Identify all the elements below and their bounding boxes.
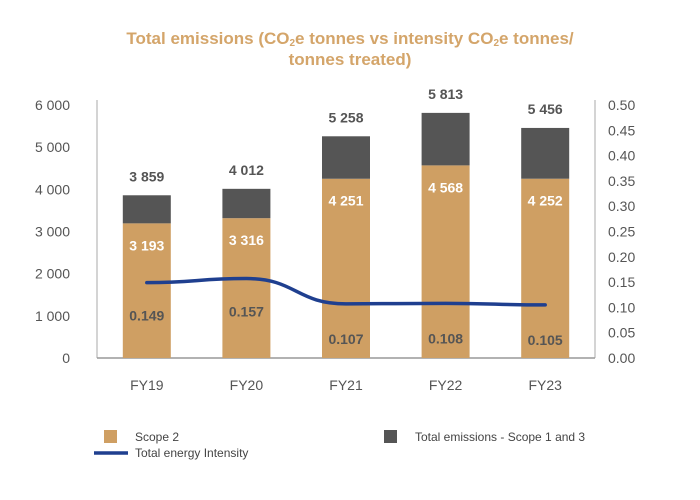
chart-title: Total emissions (CO2e tonnes vs intensit…	[0, 28, 700, 70]
intensity-data-label: 0.149	[129, 308, 164, 324]
right-tick-label: 0.35	[608, 173, 635, 189]
right-tick-label: 0.05	[608, 325, 635, 341]
bar-scope-2	[222, 218, 271, 358]
right-tick-label: 0.45	[608, 122, 635, 138]
right-tick-label: 0.00	[608, 350, 635, 366]
scope-2-data-label: 4 568	[428, 179, 463, 195]
right-tick-label: 0.10	[608, 299, 635, 315]
total-data-label: 3 859	[129, 168, 164, 184]
scope-2-data-label: 3 316	[229, 232, 264, 248]
intensity-data-label: 0.107	[328, 331, 363, 347]
legend-swatch-scope-1-and-3	[384, 430, 397, 443]
legend-swatch-scope-2	[104, 430, 117, 443]
bar-scope-1-and-3	[122, 195, 171, 224]
x-tick-label: FY23	[528, 377, 562, 393]
bar-scope-1-and-3	[322, 136, 370, 179]
left-tick-label: 1 000	[35, 308, 70, 324]
right-tick-label: 0.50	[608, 97, 635, 113]
legend-label-intensity: Total energy Intensity	[135, 446, 248, 460]
intensity-data-label: 0.108	[428, 330, 463, 346]
right-tick-label: 0.25	[608, 224, 635, 240]
bar-scope-2	[322, 178, 370, 358]
left-tick-label: 6 000	[35, 97, 70, 113]
bar-scope-2	[521, 178, 570, 358]
scope-2-data-label: 4 251	[328, 193, 363, 209]
left-tick-label: 0	[62, 350, 70, 366]
x-tick-label: FY19	[130, 377, 164, 393]
right-tick-label: 0.40	[608, 148, 635, 164]
bar-scope-1-and-3	[521, 127, 570, 179]
bar-scope-1-and-3	[222, 188, 271, 219]
total-data-label: 4 012	[229, 162, 264, 178]
intensity-data-label: 0.157	[229, 304, 264, 320]
right-tick-label: 0.20	[608, 249, 635, 265]
left-tick-label: 3 000	[35, 224, 70, 240]
scope-2-data-label: 3 193	[129, 237, 164, 253]
x-tick-label: FY22	[429, 377, 463, 393]
x-tick-label: FY21	[329, 377, 363, 393]
legend-label-scope-1-and-3: Total emissions - Scope 1 and 3	[415, 430, 585, 444]
scope-2-data-label: 4 252	[528, 193, 563, 209]
title-part: 2	[289, 38, 296, 49]
total-data-label: 5 813	[428, 86, 463, 102]
title-part: Total emissions (CO	[126, 29, 290, 48]
title-part: tonnes treated)	[288, 50, 412, 69]
bar-scope-2	[122, 223, 171, 358]
left-tick-label: 4 000	[35, 181, 70, 197]
left-tick-label: 5 000	[35, 139, 70, 155]
legend-label-scope-2: Scope 2	[135, 430, 179, 444]
bar-scope-2	[421, 165, 470, 358]
x-tick-label: FY20	[230, 377, 264, 393]
left-tick-label: 2 000	[35, 266, 70, 282]
total-data-label: 5 456	[528, 101, 563, 117]
total-data-label: 5 258	[328, 109, 363, 125]
title-part: 2	[493, 38, 499, 49]
right-tick-label: 0.15	[608, 274, 635, 290]
title-part: e tonnes/	[499, 29, 574, 48]
intensity-line	[145, 276, 547, 307]
right-tick-label: 0.30	[608, 198, 635, 214]
intensity-data-label: 0.105	[528, 332, 563, 348]
title-part: e tonnes vs intensity CO	[295, 29, 494, 48]
bar-scope-1-and-3	[421, 112, 470, 166]
